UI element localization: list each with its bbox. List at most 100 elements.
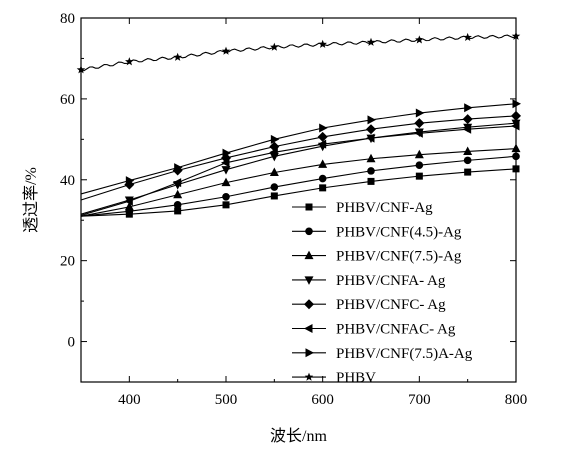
data-point <box>222 192 230 201</box>
data-point <box>269 167 279 176</box>
data-point <box>221 177 231 187</box>
legend: PHBV/CNF-Ag PHBV/CNF(4.5)-Ag PHBV/CNF(7.5)… <box>292 200 473 386</box>
legend-label: PHBV/CNFAC- Ag <box>336 322 456 338</box>
legend-label: PHBV/CNF-Ag <box>336 200 433 216</box>
data-point <box>511 121 520 131</box>
legend-label: PHBV/CNF(7.5)A-Ag <box>336 346 473 362</box>
data-point <box>462 114 473 125</box>
y-tick-label: 20 <box>60 254 75 270</box>
data-point <box>318 39 327 48</box>
legend-marker <box>304 372 314 381</box>
data-point <box>415 161 424 170</box>
x-tick-label: 400 <box>118 392 141 408</box>
data-point <box>317 131 328 142</box>
data-point <box>415 172 423 180</box>
y-tick-label: 80 <box>60 11 75 27</box>
y-axis-title: 透过率/% <box>22 167 40 233</box>
legend-marker <box>305 227 313 236</box>
data-point <box>462 124 472 134</box>
data-point <box>366 133 375 143</box>
data-point <box>125 176 135 186</box>
data-point <box>414 118 425 129</box>
series-line <box>80 168 517 217</box>
series-line <box>80 115 517 201</box>
legend-label: PHBV/CNFA- Ag <box>336 273 446 289</box>
data-point <box>173 52 182 61</box>
series-triangle-down <box>80 119 521 215</box>
data-point <box>464 103 473 113</box>
legend-label: PHBV/CNF(7.5)-Ag <box>336 249 462 265</box>
data-point <box>415 108 425 118</box>
data-point <box>317 139 327 149</box>
data-point <box>318 174 327 183</box>
x-tick-label: 500 <box>215 392 238 408</box>
data-point <box>221 158 230 168</box>
data-point <box>415 35 424 44</box>
legend-entry: PHBV/CNFA- Ag <box>292 273 446 289</box>
data-point <box>367 115 376 125</box>
legend-marker <box>305 348 314 358</box>
legend-label: PHBV/CNFC- Ag <box>336 297 446 313</box>
x-tick-label: 700 <box>408 392 431 408</box>
data-point <box>124 196 133 206</box>
legend-entry: PHBV <box>292 370 376 386</box>
data-point <box>270 192 278 200</box>
x-tick-label: 600 <box>311 392 334 408</box>
data-point <box>124 201 134 211</box>
data-point <box>414 149 424 159</box>
y-tick-label: 40 <box>60 173 75 189</box>
data-point <box>367 177 375 185</box>
y-tick-label: 60 <box>60 92 75 108</box>
data-point <box>367 167 375 175</box>
axes-layer: 400 500 600 700 800 0 20 40 60 80 <box>60 11 527 408</box>
x-axis-title: 波长/nm <box>270 427 327 445</box>
x-tick-label: 800 <box>505 392 528 408</box>
data-point <box>222 201 230 209</box>
legend-entry: PHBV/CNF(4.5)-Ag <box>292 224 462 240</box>
data-point <box>464 168 472 176</box>
legend-marker <box>304 276 314 285</box>
data-point <box>270 134 280 144</box>
data-point <box>270 42 279 51</box>
series-line <box>80 34 517 72</box>
series-line <box>80 125 517 216</box>
legend-marker <box>305 203 313 211</box>
legend-marker <box>304 250 314 260</box>
data-point <box>173 201 182 209</box>
data-point <box>269 147 278 157</box>
series-square <box>80 165 520 218</box>
y-tick-label: 0 <box>68 335 76 351</box>
series-line <box>80 148 517 217</box>
plot-frame <box>80 17 517 383</box>
data-point <box>318 159 328 168</box>
data-point <box>366 37 376 46</box>
data-point <box>172 178 182 188</box>
data-point <box>319 184 327 192</box>
series-layer <box>76 31 521 218</box>
series-triangle-left <box>80 121 520 216</box>
series-line <box>80 103 517 195</box>
data-point <box>414 128 423 138</box>
data-point <box>173 189 183 199</box>
legend-label: PHBV/CNF(4.5)-Ag <box>336 224 462 240</box>
legend-marker <box>304 324 313 333</box>
series-triangle-up <box>80 143 521 217</box>
data-point <box>319 123 328 133</box>
series-star <box>76 31 521 74</box>
data-point <box>125 57 134 66</box>
series-triangle-right <box>80 99 521 195</box>
series-circle <box>80 152 520 217</box>
data-point <box>512 99 521 109</box>
series-line <box>80 155 517 217</box>
series-diamond <box>80 110 521 201</box>
legend-marker <box>304 299 314 310</box>
data-point <box>221 46 231 55</box>
data-point <box>174 163 183 173</box>
legend-entry: PHBV/CNF(7.5)-Ag <box>292 249 462 265</box>
legend-entry: PHBV/CNFC- Ag <box>292 297 446 313</box>
legend-entry: PHBV/CNF(7.5)A-Ag <box>292 346 473 362</box>
data-point <box>270 183 279 191</box>
legend-label: PHBV <box>336 370 376 386</box>
data-point <box>463 146 473 155</box>
